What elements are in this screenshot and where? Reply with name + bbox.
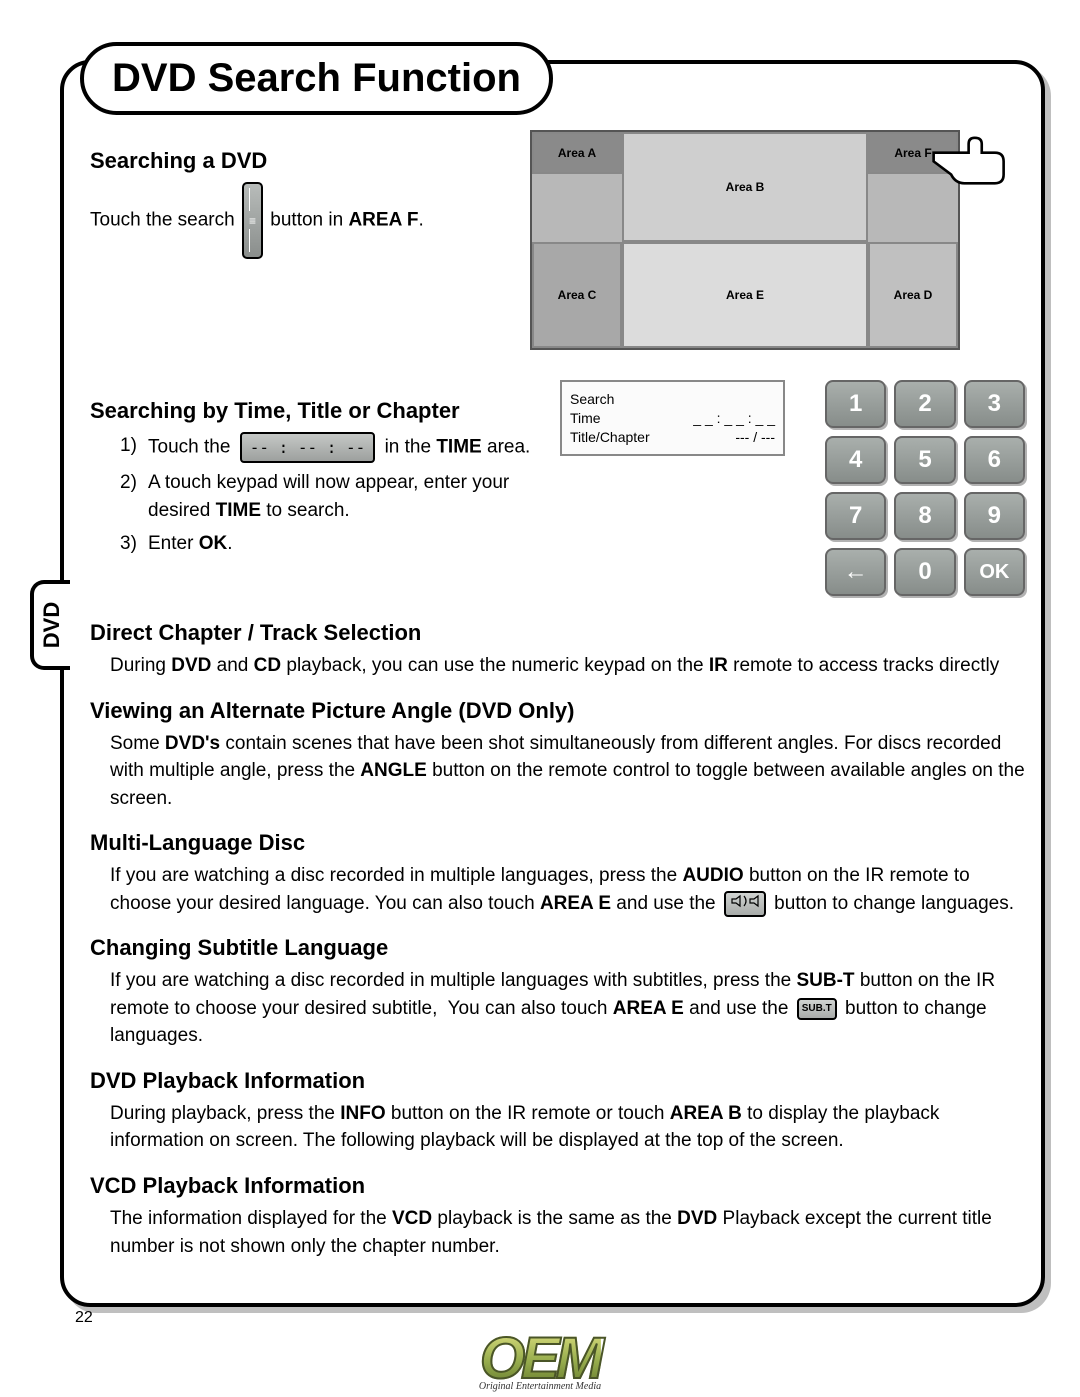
search-panel: Search Time _ _ : _ _ : _ _ Title/Chapte… [560,380,785,456]
key-1[interactable]: 1 [825,380,886,428]
tab-mask [60,584,68,666]
heading-alt-angle: Viewing an Alternate Picture Angle (DVD … [90,698,1025,724]
pointing-hand-icon [928,122,1018,192]
subt-icon: SUB.T [797,998,837,1021]
multi-lang-text: If you are watching a disc recorded in m… [110,862,1025,917]
key-2[interactable]: 2 [894,380,955,428]
area-e: Area E [622,242,868,348]
heading-multi-lang: Multi-Language Disc [90,830,1025,856]
area-diagram: Area A Area F Area B Area C Area D Area … [530,130,960,350]
step2: A touch keypad will now appear, enter yo… [148,469,540,524]
text: . [418,210,423,231]
logo-letters: OEM [479,1333,601,1385]
area-a: Area A [532,132,622,174]
page-title: DVD Search Function [80,42,553,115]
search-panel-title: Search [570,391,614,407]
key-4[interactable]: 4 [825,436,886,484]
area-d: Area D [868,242,958,348]
subtitle-text: If you are watching a disc recorded in m… [110,967,1025,1050]
heading-vcd-playback: VCD Playback Information [90,1173,1025,1199]
area-b: Area B [622,132,868,242]
heading-dvd-playback: DVD Playback Information [90,1068,1025,1094]
audio-icon [724,891,766,917]
instruct-search: Touch the search button in AREA F. [90,182,510,259]
heading-searching-dvd: Searching a DVD [90,148,510,174]
vcd-playback-text: The information displayed for the VCD pl… [110,1205,1025,1260]
dvd-playback-text: During playback, press the INFO button o… [110,1100,1025,1155]
search-panel-tc-value: --- / --- [735,429,775,445]
bold-area-f: AREA F [348,210,418,231]
text: Touch the search [90,210,235,231]
content: Searching a DVD Touch the search button … [90,130,1025,1297]
key-6[interactable]: 6 [964,436,1025,484]
heading-search-time: Searching by Time, Title or Chapter [90,398,540,424]
time-display-button[interactable]: -- : -- : -- [240,432,376,463]
key-9[interactable]: 9 [964,492,1025,540]
direct-chapter-text: During DVD and CD playback, you can use … [110,652,1025,680]
page-number: 22 [75,1309,93,1327]
text: button in [270,210,348,231]
area-c: Area C [532,242,622,348]
key-back[interactable]: ← [825,548,886,596]
oem-logo: OEM Original Entertainment Media [479,1333,601,1392]
search-button-icon [242,182,263,259]
search-panel-time-value: _ _ : _ _ : _ _ [693,410,775,426]
heading-subtitle: Changing Subtitle Language [90,935,1025,961]
key-ok[interactable]: OK [964,548,1025,596]
key-5[interactable]: 5 [894,436,955,484]
keypad: 1 2 3 4 5 6 7 8 9 ← 0 OK [825,380,1025,596]
step3: Enter OK. [148,530,232,558]
step-num-3: 3) [120,530,148,558]
key-8[interactable]: 8 [894,492,955,540]
step-num-2: 2) [120,469,148,524]
key-3[interactable]: 3 [964,380,1025,428]
step-num-1: 1) [120,432,148,463]
key-0[interactable]: 0 [894,548,955,596]
alt-angle-text: Some DVD's contain scenes that have been… [110,730,1025,813]
search-panel-tc-label: Title/Chapter [570,429,650,445]
step1: Touch the -- : -- : -- in the TIME area. [148,432,530,463]
search-panel-time-label: Time [570,410,601,426]
logo-subtitle: Original Entertainment Media [479,1381,601,1392]
heading-direct-chapter: Direct Chapter / Track Selection [90,620,1025,646]
key-7[interactable]: 7 [825,492,886,540]
